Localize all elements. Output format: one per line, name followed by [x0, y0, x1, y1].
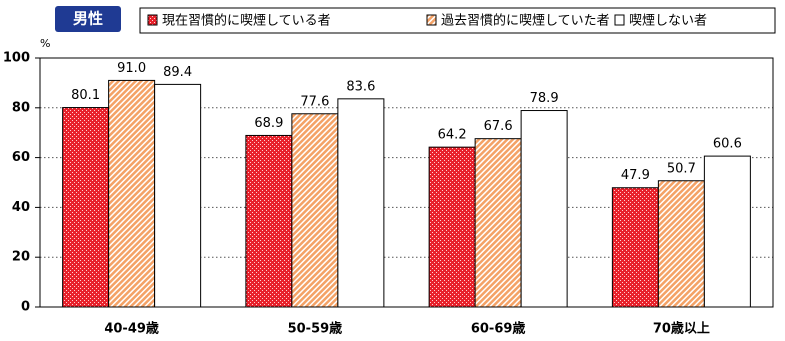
bar [428, 146, 476, 308]
data-label: 91.0 [117, 61, 146, 76]
bar [245, 134, 293, 308]
data-label: 83.6 [346, 79, 375, 94]
bar [474, 138, 522, 308]
bar [108, 79, 156, 308]
data-label: 68.9 [254, 116, 283, 131]
unit-label: % [40, 37, 50, 50]
data-label: 78.9 [530, 91, 559, 106]
legend-label: 過去習慣的に喫煙していた者 [441, 13, 610, 29]
y-tick-label: 0 [21, 300, 30, 315]
data-label: 77.6 [300, 94, 329, 109]
x-tick-label: 40-49歳 [104, 321, 159, 337]
x-tick-label: 60-69歳 [471, 321, 526, 337]
data-label: 50.7 [667, 161, 696, 176]
bar [337, 98, 385, 308]
data-label: 67.6 [484, 119, 513, 134]
y-tick-label: 80 [12, 100, 30, 115]
data-label: 80.1 [71, 88, 100, 103]
badge: 男性 [73, 10, 103, 28]
data-label: 47.9 [621, 168, 650, 183]
legend-label: 喫煙しない者 [629, 14, 707, 29]
legend-label: 現在習慣的に喫煙している者 [162, 13, 331, 29]
legend-box [139, 7, 776, 34]
bar [154, 83, 202, 308]
plot-frame [39, 57, 774, 308]
bar [520, 110, 568, 308]
legend-marker [426, 14, 437, 26]
bar [703, 155, 751, 308]
bar [657, 180, 705, 308]
badge-bg [55, 6, 121, 32]
data-label: 60.6 [713, 137, 742, 152]
x-tick-label: 50-59歳 [288, 321, 343, 337]
bar [611, 187, 659, 308]
y-tick-label: 40 [12, 200, 30, 215]
bar [291, 113, 339, 308]
y-tick-label: 20 [12, 250, 30, 265]
bar [62, 107, 110, 308]
legend-marker [614, 14, 625, 26]
data-label: 89.4 [163, 65, 192, 80]
y-tick-label: 60 [12, 150, 30, 165]
y-tick-label: 100 [3, 51, 30, 66]
x-tick-label: 70歳以上 [653, 321, 710, 337]
legend-marker [147, 14, 158, 26]
data-label: 64.2 [438, 128, 467, 143]
